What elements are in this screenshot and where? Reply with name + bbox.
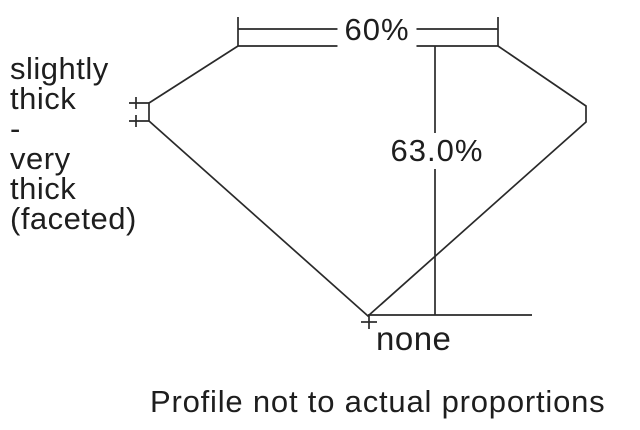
girdle-thickness-line: slightly bbox=[10, 51, 109, 86]
caption: Profile not to actual proportions bbox=[150, 384, 606, 419]
girdle-thickness-line: (faceted) bbox=[10, 201, 137, 236]
table-width-label: 60% bbox=[337, 12, 417, 48]
culet-label: none bbox=[376, 320, 452, 357]
girdle-thickness-line: very bbox=[10, 141, 71, 176]
girdle-thickness-line: thick bbox=[10, 81, 77, 116]
diamond-outline bbox=[148, 45, 587, 318]
girdle-thickness-line: thick bbox=[10, 171, 77, 206]
girdle-thickness-label: slightly thick - very thick (faceted) bbox=[10, 51, 137, 236]
girdle-thickness-line: - bbox=[10, 111, 21, 146]
depth-percent-label: 63.0% bbox=[383, 133, 491, 169]
